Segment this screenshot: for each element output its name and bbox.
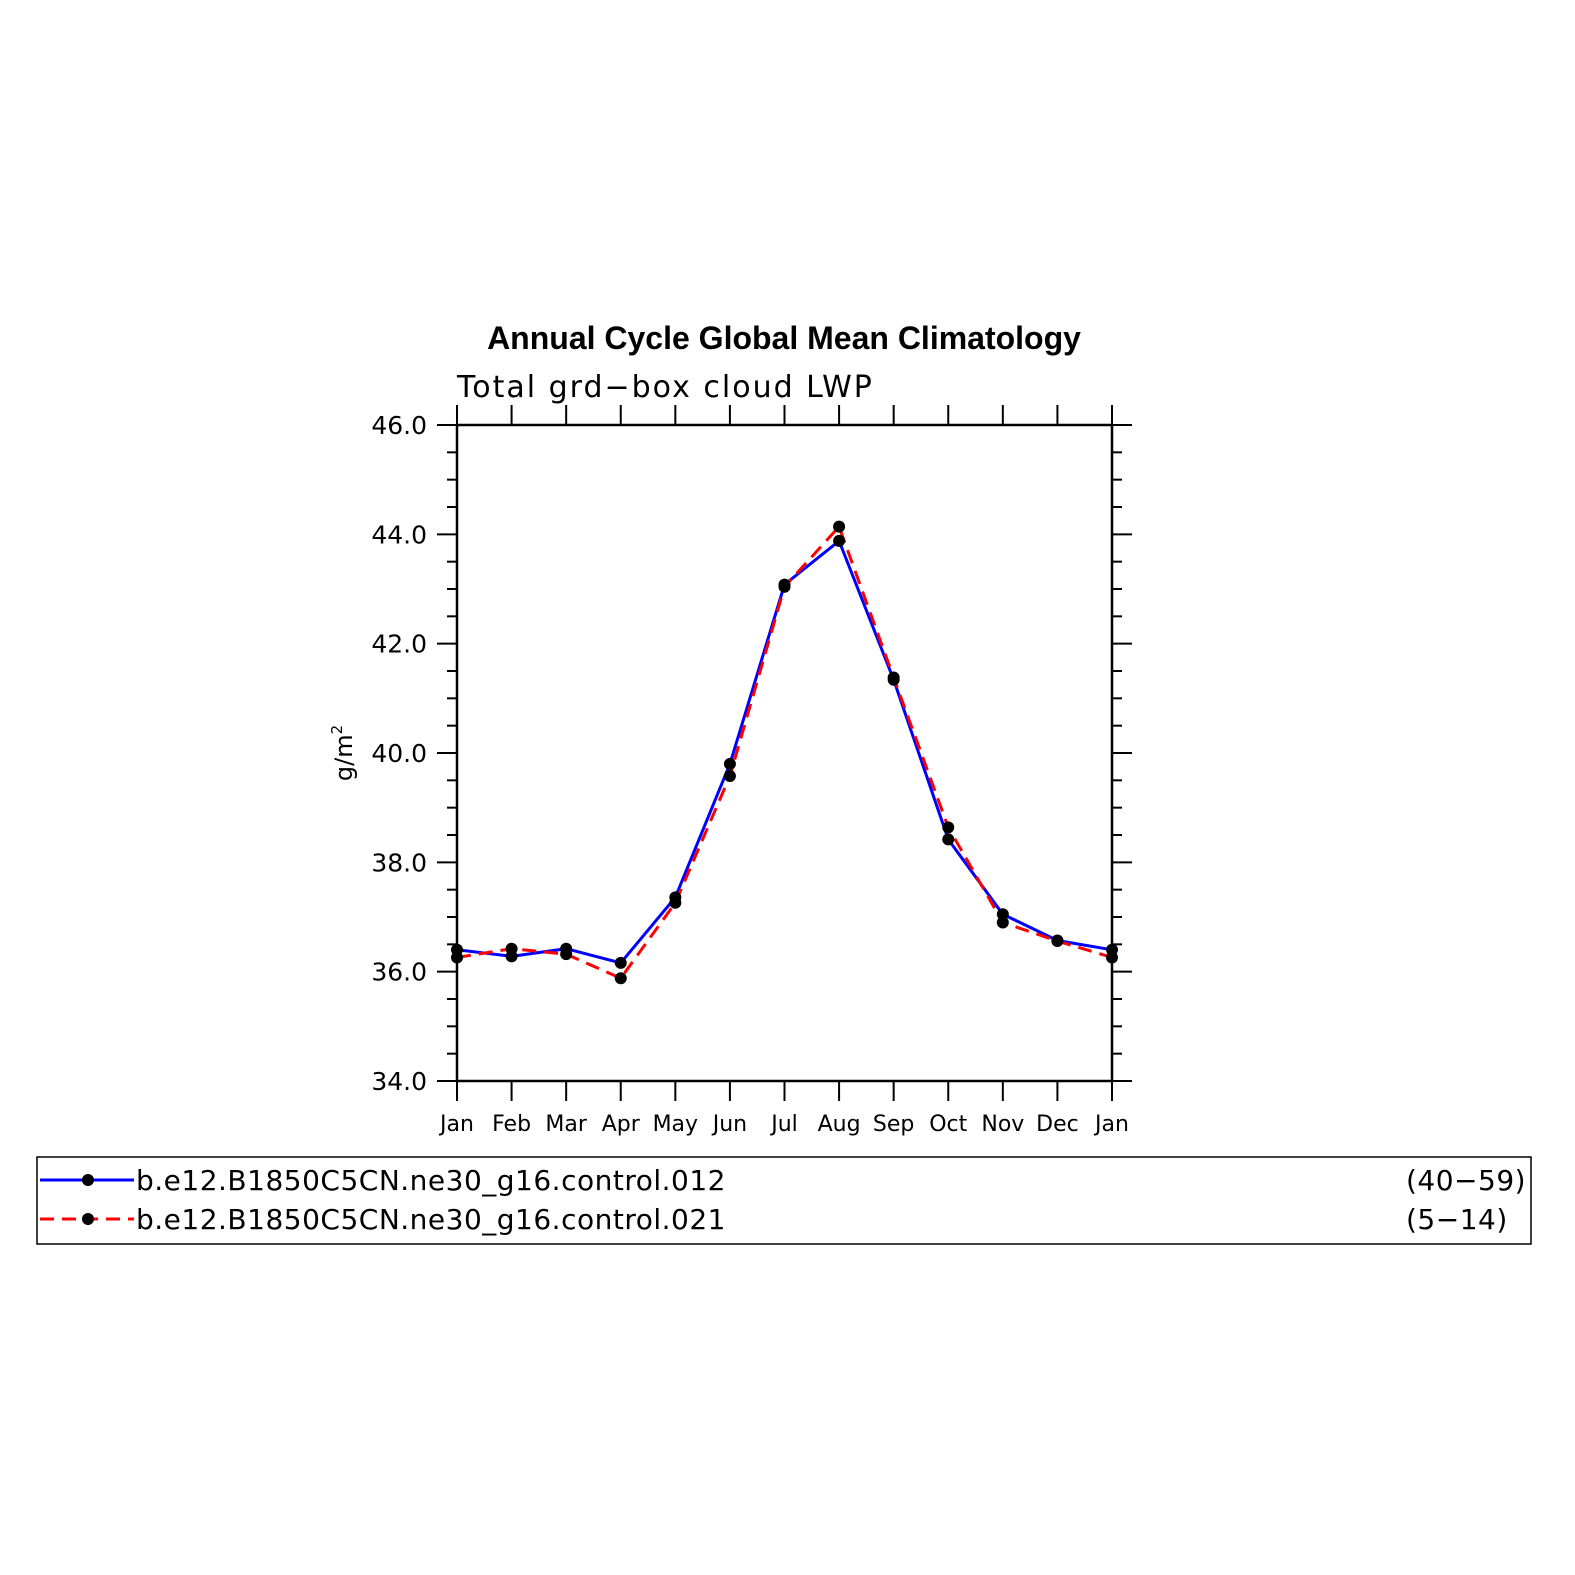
series-2-point: [669, 896, 682, 909]
series-2-point: [560, 948, 573, 961]
x-tick-label: Dec: [1036, 1112, 1079, 1137]
series-2-point: [614, 972, 627, 985]
series-2-point: [996, 916, 1009, 929]
x-tick-label: Nov: [981, 1112, 1024, 1137]
y-tick-label: 42.0: [371, 630, 427, 659]
chart-title: Annual Cycle Global Mean Climatology: [487, 320, 1081, 356]
y-tick-label: 38.0: [371, 848, 427, 877]
x-tick-label: Apr: [602, 1112, 641, 1137]
legend-label-1: b.e12.B1850C5CN.ne30_g16.control.012: [136, 1164, 726, 1197]
x-tick-label: Jun: [711, 1112, 747, 1137]
series-line-2: [456, 523, 1113, 981]
series-2-point: [778, 580, 791, 593]
legend-marker-1: [82, 1174, 94, 1186]
series-2-point: [942, 821, 955, 834]
y-axis-label-unit: g/m: [330, 734, 358, 781]
legend: b.e12.B1850C5CN.ne30_g16.control.012 (40−…: [40, 1164, 1526, 1236]
legend-years-2: (5−14): [1406, 1203, 1508, 1236]
y-tick-label: 40.0: [371, 739, 427, 768]
x-tick-label: Jul: [769, 1112, 798, 1137]
series-1-point: [614, 956, 627, 969]
y-axis-label-exponent: 2: [328, 725, 346, 735]
series-2-point: [723, 769, 736, 782]
series-2-point: [505, 942, 518, 955]
series-line-1: [456, 538, 1113, 965]
series-1-point: [833, 534, 846, 547]
legend-years-1: (40−59): [1406, 1164, 1526, 1197]
y-tick-label: 44.0: [371, 520, 427, 549]
y-tick-label: 34.0: [371, 1067, 427, 1096]
x-tick-label: May: [653, 1112, 698, 1137]
series-2-point: [1051, 935, 1064, 948]
series-2-point: [887, 671, 900, 684]
series-1-point: [942, 833, 955, 846]
series-2-point: [451, 951, 463, 964]
plot-frame: [455, 423, 1114, 1083]
plot-axes: 34.0 36.0 38.0 40.0 42.0 44.0 46.0 Jan Feb Mar Apr…: [371, 405, 1132, 1137]
legend-marker-2: [82, 1213, 94, 1225]
x-tick-label: Jan: [438, 1112, 474, 1137]
x-tick-label: Sep: [873, 1112, 914, 1137]
x-tick-label: Jan: [1093, 1112, 1129, 1137]
x-tick-label: Feb: [492, 1112, 531, 1137]
x-tick-label: Oct: [929, 1112, 967, 1137]
x-tick-label: Aug: [818, 1112, 861, 1137]
series-1-point: [723, 757, 736, 770]
y-axis-label: g/m2: [328, 725, 358, 781]
series-layer: [451, 520, 1118, 985]
y-tick-label: 46.0: [371, 411, 427, 440]
legend-box: [36, 1156, 1532, 1245]
chart-subtitle: Total grd−box cloud LWP: [456, 370, 874, 405]
y-tick-label: 36.0: [371, 958, 427, 987]
legend-label-2: b.e12.B1850C5CN.ne30_g16.control.021: [136, 1203, 726, 1236]
series-2-point: [1106, 951, 1118, 964]
x-tick-label: Mar: [545, 1112, 587, 1137]
series-2-point: [833, 520, 846, 533]
series-1-point: [996, 908, 1009, 921]
